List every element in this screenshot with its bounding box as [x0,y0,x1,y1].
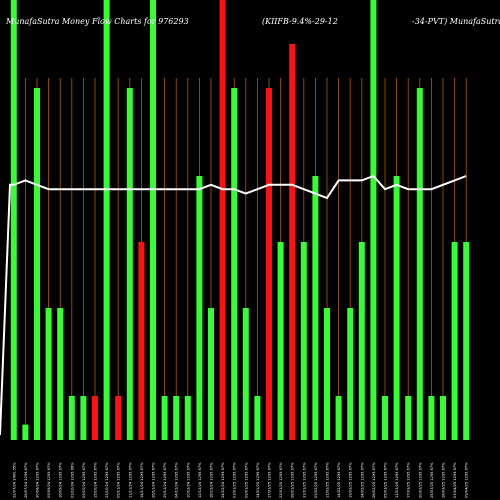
x-tick-label: 03/04/25 1295.67% [453,462,457,498]
bar [57,308,64,440]
bar [138,242,145,440]
bar [451,242,458,440]
bar [219,0,226,440]
bar [382,396,388,440]
bar [103,0,110,440]
bar [300,242,307,440]
bar [173,396,180,440]
bar [68,396,75,440]
x-tick-label: 18/12/24 1295.67% [210,462,214,498]
x-tick-label: 03/01/25 1295.67% [233,462,237,498]
x-tick-label: 17/03/25 1295.67% [407,462,411,498]
x-tick-label: 03/10/24 1295.66% [70,462,74,498]
x-tick-label: 05/03/25 1295.67% [384,462,388,498]
x-tick-label: 09/09/24 1295.67% [47,462,51,498]
bar [126,88,133,440]
bar [347,308,354,440]
bar [34,88,40,440]
x-tick-label: 11/03/25 1295.67% [395,462,399,498]
bar [254,396,261,440]
x-tick-label: 20/03/25 1295.67% [418,462,422,498]
x-tick-label: 09/01/25 1295.67% [244,462,248,498]
chart-title: MunafaSutra Money Flow Charts for 976293 [5,17,189,26]
x-tick-label: 23/10/24 1295.67% [105,462,109,498]
x-tick-label: 11/11/24 1295.67% [128,462,132,498]
chart-subtitle: (KIIFB-9.4%-29-12 [262,17,338,26]
bar [45,308,52,440]
x-tick-label: 05/02/25 1295.67% [314,462,318,498]
bar [10,0,17,440]
bar [80,396,87,440]
x-tick-label: 31/01/25 1295.67% [302,462,306,498]
bar [115,396,122,440]
mfi-line-layer [0,174,467,436]
bar [266,88,272,440]
bar [196,176,203,440]
bar [150,0,156,440]
bar [208,308,214,440]
x-tick-label: 12/12/24 1295.67% [198,462,202,498]
x-tick-label: 09/04/25 1295.67% [465,462,469,498]
bar [335,396,342,440]
x-tick-label: 24/12/24 1295.67% [221,462,225,498]
x-tick-label: 05/11/24 1295.67% [117,462,121,498]
x-tick-label: 22/07/24 1400.55% [12,462,16,498]
x-tick-label: 26/07/24 1294.67% [24,462,28,498]
x-tick-label: 04/12/24 1295.67% [175,462,179,498]
x-tick-label: 28/02/25 1295.67% [372,462,376,498]
bar [405,396,412,440]
bar [393,176,400,440]
x-tick-label: 19/02/25 1295.67% [349,462,353,498]
x-tick-label: 10/12/24 1295.67% [186,462,190,498]
x-tick-label: 09/10/24 1295.67% [82,462,86,498]
x-tick-label: 30/08/24 1295.67% [36,462,40,498]
bar [22,424,29,440]
bar [428,396,435,440]
x-tick-label: 17/01/25 1295.67% [268,462,272,498]
x-tick-label: 16/09/24 1295.67% [59,462,63,498]
bar [231,88,238,440]
x-tick-labels: 22/07/24 1400.55% 26/07/24 1294.67% 30/08/… [12,462,468,498]
x-tick-label: 26/11/24 1295.67% [152,462,156,498]
bar [324,308,330,440]
bar [416,88,423,440]
bar [370,0,377,440]
x-tick-label: 15/10/24 1295.67% [94,462,98,498]
bar [242,308,249,440]
bar [184,396,191,440]
bar [92,396,98,440]
x-tick-label: 28/01/25 1295.67% [291,462,295,498]
x-tick-label: 11/02/25 1295.67% [326,462,330,498]
x-tick-label: 14/02/25 1295.67% [337,462,341,498]
bar [463,242,470,440]
bar [289,44,296,440]
x-tick-label: 22/01/25 1295.67% [279,462,283,498]
bar-series [10,0,470,440]
x-tick-label: 28/03/25 1295.67% [442,462,446,498]
bar [440,396,446,440]
mfi-line [0,174,467,436]
x-tick-label: 24/02/25 1295.67% [360,462,364,498]
bar [358,242,365,440]
x-tick-label: 25/03/25 1295.67% [430,462,434,498]
x-tick-label: 14/01/25 1295.67% [256,462,260,498]
x-tick-label: 29/11/24 1295.67% [163,462,167,498]
x-tick-label: 14/11/24 1295.67% [140,462,144,498]
chart-subtitle-right: -34-PVT) MunafaSutra.com [412,17,500,26]
bar [277,242,284,440]
bar [161,396,168,440]
bar [312,176,319,440]
